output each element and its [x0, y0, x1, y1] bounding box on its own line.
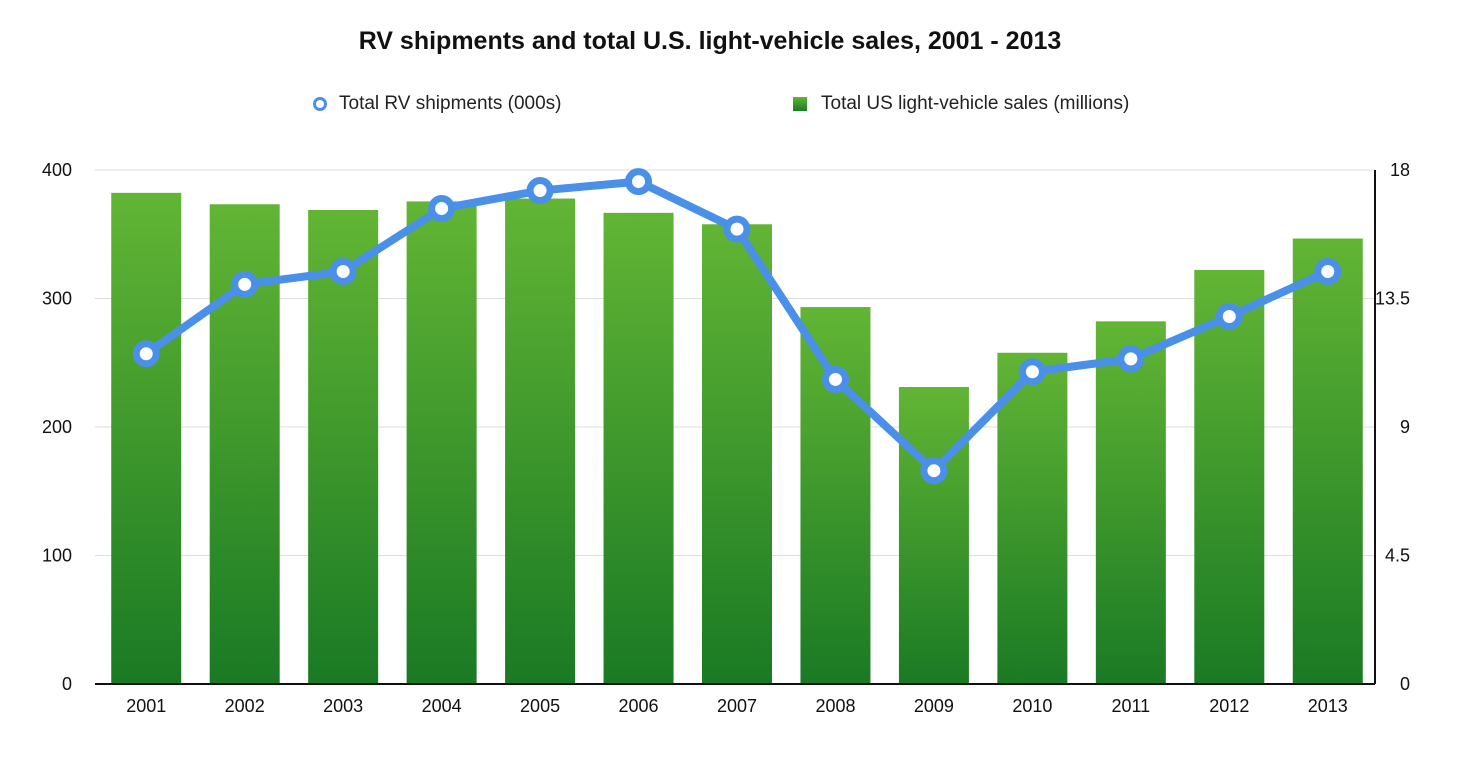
bar-vehicle-sales: [1194, 269, 1265, 684]
y-left-tick-label: 200: [42, 417, 72, 437]
bar-vehicle-sales: [308, 209, 379, 684]
bar-swatch-icon: [793, 97, 807, 111]
x-tick-label: 2001: [126, 696, 166, 716]
bar-vehicle-sales: [800, 307, 871, 684]
x-tick-label: 2012: [1209, 696, 1249, 716]
point-rv-shipments: [526, 177, 554, 205]
y-right-tick-label: 9: [1400, 417, 1410, 437]
y-left-tick-label: 400: [42, 160, 72, 180]
y-left-tick-label: 0: [62, 674, 72, 694]
point-rv-shipments: [1314, 258, 1342, 286]
point-rv-shipments: [1018, 358, 1046, 386]
point-rv-shipments: [723, 215, 751, 243]
point-rv-shipments: [329, 258, 357, 286]
bar-vehicle-sales: [702, 224, 772, 684]
x-tick-label: 2003: [323, 696, 363, 716]
point-rv-shipments: [920, 457, 948, 485]
bar-vehicle-sales: [111, 192, 182, 684]
y-right-tick-label: 18: [1390, 160, 1410, 180]
x-tick-label: 2010: [1012, 696, 1052, 716]
x-tick-label: 2013: [1308, 696, 1348, 716]
point-rv-shipments: [1117, 345, 1145, 373]
x-tick-label: 2004: [422, 696, 462, 716]
bar-vehicle-sales: [406, 201, 477, 684]
point-rv-shipments: [132, 340, 160, 368]
bar-vehicle-sales: [505, 198, 576, 685]
x-tick-label: 2009: [914, 696, 954, 716]
line-marker-icon: [313, 97, 327, 111]
bar-vehicle-sales: [997, 352, 1068, 684]
point-rv-shipments: [231, 270, 259, 298]
point-rv-shipments: [428, 195, 456, 223]
y-right-tick-label: 4.5: [1385, 546, 1410, 566]
point-rv-shipments: [821, 365, 849, 393]
bar-vehicle-sales: [898, 387, 969, 684]
bar-vehicle-sales: [603, 212, 674, 685]
chart-title: RV shipments and total U.S. light-vehicl…: [358, 27, 1062, 55]
y-right-tick-label: 0: [1400, 674, 1410, 694]
y-left-tick-label: 100: [42, 546, 72, 566]
point-rv-shipments: [1215, 302, 1243, 330]
x-tick-label: 2011: [1111, 696, 1150, 716]
point-rv-shipments: [625, 168, 653, 196]
legend-item-rv-shipments: Total RV shipments (000s): [313, 93, 561, 115]
x-tick-label: 2008: [815, 696, 855, 716]
x-tick-label: 2002: [225, 696, 265, 716]
legend-label-rv: Total RV shipments (000s): [339, 93, 562, 114]
legend-label-sales: Total US light-vehicle sales (millions): [821, 93, 1130, 114]
y-left-tick-label: 300: [42, 289, 72, 309]
x-tick-label: 2005: [520, 696, 560, 716]
legend-item-vehicle-sales: Total US light-vehicle sales (millions): [793, 93, 1129, 115]
bar-vehicle-sales: [1095, 321, 1166, 684]
bar-vehicle-sales: [1292, 238, 1363, 685]
x-tick-label: 2007: [717, 696, 757, 716]
x-tick-label: 2006: [619, 696, 659, 716]
y-right-tick-label: 13.5: [1375, 289, 1410, 309]
